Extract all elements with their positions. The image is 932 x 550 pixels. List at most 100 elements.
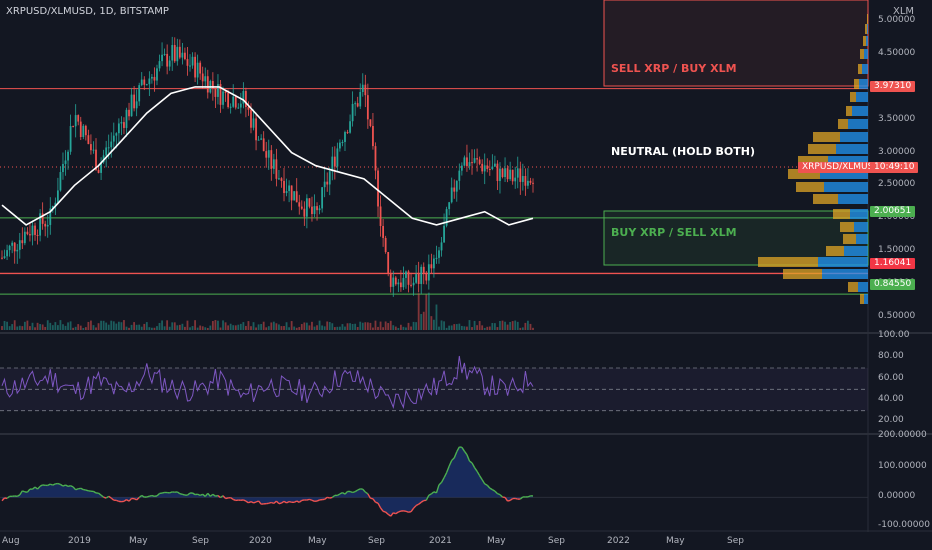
volume-bar — [405, 327, 407, 330]
candle-body — [184, 52, 186, 60]
volume-bar — [455, 324, 458, 330]
candle-body — [267, 150, 270, 158]
volume-bar — [194, 320, 196, 330]
candle-body — [237, 107, 240, 109]
volume-bar — [318, 320, 321, 330]
volume-bar — [72, 327, 75, 330]
time-axis-label: Sep — [548, 536, 565, 546]
volume-bar — [214, 320, 217, 330]
candle-body — [140, 79, 143, 86]
osc-line — [199, 493, 203, 497]
candle-body — [6, 250, 8, 257]
osc-line — [471, 462, 476, 468]
candle-body — [222, 91, 224, 105]
osc-line — [123, 499, 127, 502]
volume-bar — [354, 323, 357, 330]
candle-body — [39, 213, 42, 236]
osc-line — [337, 493, 341, 497]
candle-body — [3, 256, 6, 258]
volume-bar — [504, 321, 506, 330]
candle-body — [120, 122, 123, 124]
candle-body — [105, 147, 108, 156]
rsi-axis-label: 20.00 — [878, 415, 904, 426]
rsi-axis-label: 60.00 — [878, 372, 904, 383]
candle-body — [255, 118, 257, 141]
volume-profile-bar — [846, 106, 852, 116]
osc-line — [430, 491, 435, 495]
volume-bar — [427, 292, 430, 330]
volume-profile-bar — [818, 257, 868, 267]
osc-line — [151, 494, 155, 498]
volume-bar — [36, 322, 39, 330]
osc-line — [428, 493, 432, 496]
volume-bar — [201, 326, 204, 330]
candle-body — [372, 125, 374, 147]
volume-bar — [140, 326, 143, 330]
volume-bar — [321, 325, 324, 330]
volume-bar — [49, 322, 52, 330]
osc-line — [268, 501, 272, 504]
volume-bar — [486, 326, 489, 330]
osc-line — [375, 501, 379, 504]
time-axis-label: 2022 — [607, 536, 630, 546]
volume-bar — [463, 326, 466, 330]
candle-body — [95, 149, 97, 170]
candle-body — [262, 138, 265, 152]
candle-body — [260, 138, 263, 140]
osc-line — [311, 499, 315, 502]
sell-zone-box — [603, 0, 869, 87]
volume-bar — [125, 326, 128, 330]
candle-body — [405, 271, 407, 278]
time-axis-label: May — [129, 536, 148, 546]
candle-body — [471, 162, 473, 164]
osc-line — [453, 451, 458, 459]
volume-bar — [82, 327, 85, 330]
candle-body — [29, 234, 31, 236]
volume-bar — [300, 324, 303, 330]
volume-bar — [34, 327, 36, 330]
osc-line — [286, 500, 290, 504]
osc-line — [248, 501, 252, 504]
candle-body — [107, 147, 110, 149]
candle-body — [443, 225, 445, 243]
volume-bar — [171, 322, 174, 330]
middle-level-tag: 2.00651 — [870, 206, 916, 217]
volume-bar — [430, 316, 433, 330]
candle-body — [293, 191, 296, 201]
osc-line — [435, 484, 440, 494]
candle-body — [265, 151, 268, 158]
candle-body — [90, 144, 92, 151]
rsi-axis-label: 100.00 — [878, 330, 910, 340]
volume-bar — [145, 322, 148, 330]
volume-bar — [62, 324, 64, 330]
osc-line — [519, 496, 524, 500]
volume-bar — [415, 322, 418, 330]
volume-bar — [209, 325, 212, 330]
volume-profile-bar — [856, 92, 868, 102]
osc-line — [70, 485, 74, 488]
candle-body — [417, 274, 420, 284]
candle-body — [430, 264, 433, 269]
candle-body — [308, 198, 311, 207]
osc-line — [65, 484, 69, 488]
volume-bar — [351, 323, 354, 330]
volume-bar — [323, 326, 326, 330]
osc-line — [379, 507, 384, 512]
volume-bar — [433, 319, 435, 330]
volume-bar — [316, 325, 318, 330]
volume-bar — [420, 314, 423, 330]
volume-profile-bar — [860, 49, 864, 59]
osc-line — [209, 493, 214, 497]
osc-line — [6, 495, 11, 499]
osc-axis-label: -100.00000 — [878, 520, 930, 530]
volume-bar — [232, 325, 235, 330]
volume-bar — [239, 323, 242, 330]
candle-body — [16, 249, 19, 252]
candle-body — [481, 163, 484, 172]
candle-body — [453, 187, 456, 192]
volume-bar — [123, 320, 125, 330]
volume-profile-bar — [820, 169, 868, 179]
osc-line — [75, 488, 79, 491]
candle-body — [407, 271, 410, 285]
